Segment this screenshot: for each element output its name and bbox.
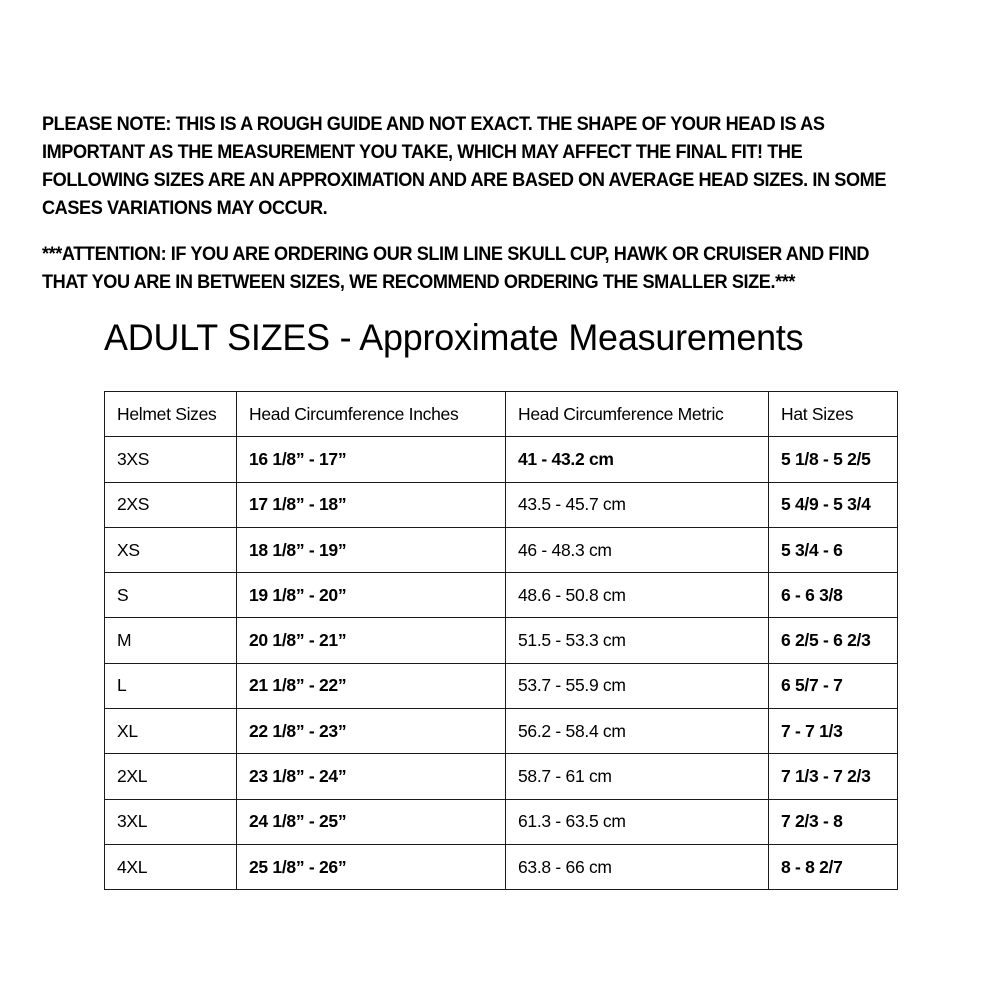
cell-head-circumference-inches: 19 1/8” - 20” [236,572,506,619]
cell-head-circumference-inches: 17 1/8” - 18” [236,481,506,528]
cell-helmet-size: L [104,662,237,710]
table-row: XL 22 1/8” - 23” 56.2 - 58.4 cm 7 - 7 1/3 [104,708,898,755]
cell-head-circumference-metric: 58.7 - 61 cm [505,753,769,800]
column-header-head-circumference-inches: Head Circumference Inches [236,390,506,438]
cell-helmet-size: XS [104,526,237,574]
cell-hat-size: 6 5/7 - 7 [768,662,898,710]
cell-hat-size: 5 3/4 - 6 [768,526,898,574]
cell-head-circumference-inches: 25 1/8” - 26” [236,843,506,891]
notice-block: PLEASE NOTE: THIS IS A ROUGH GUIDE AND N… [42,110,954,296]
table-row: S 19 1/8” - 20” 48.6 - 50.8 cm 6 - 6 3/8 [104,572,898,619]
column-header-helmet-sizes: Helmet Sizes [104,390,237,438]
cell-hat-size: 8 - 8 2/7 [768,843,898,891]
cell-head-circumference-metric: 43.5 - 45.7 cm [505,481,769,528]
cell-helmet-size: 2XL [104,753,237,800]
notice-paragraph-1: PLEASE NOTE: THIS IS A ROUGH GUIDE AND N… [42,113,891,219]
table-row: L 21 1/8” - 22” 53.7 - 55.9 cm 6 5/7 - 7 [104,662,898,710]
cell-helmet-size: 3XL [104,798,237,845]
cell-hat-size: 7 1/3 - 7 2/3 [768,753,898,800]
column-header-head-circumference-metric: Head Circumference Metric [505,390,769,438]
notice-paragraph-2: ***ATTENTION: IF YOU ARE ORDERING OUR SL… [42,243,874,293]
table-row: XS 18 1/8” - 19” 46 - 48.3 cm 5 3/4 - 6 [104,526,898,574]
cell-helmet-size: 3XS [104,436,237,483]
cell-head-circumference-metric: 56.2 - 58.4 cm [505,708,769,755]
cell-head-circumference-metric: 48.6 - 50.8 cm [505,572,769,619]
table-row: 3XS 16 1/8” - 17” 41 - 43.2 cm 5 1/8 - 5 2/… [104,436,898,483]
cell-head-circumference-metric: 61.3 - 63.5 cm [505,798,769,845]
table-row: 3XL 24 1/8” - 25” 61.3 - 63.5 cm 7 2/3 - 8 [104,798,898,845]
cell-head-circumference-inches: 24 1/8” - 25” [236,798,506,845]
table-row: M 20 1/8” - 21” 51.5 - 53.3 cm 6 2/5 - 6 2/… [104,617,898,664]
cell-head-circumference-metric: 46 - 48.3 cm [505,526,769,574]
cell-helmet-size: XL [104,708,237,755]
cell-hat-size: 5 4/9 - 5 3/4 [768,481,898,528]
cell-helmet-size: 4XL [104,843,237,891]
cell-head-circumference-inches: 23 1/8” - 24” [236,753,506,800]
cell-head-circumference-metric: 53.7 - 55.9 cm [505,662,769,710]
page-title: ADULT SIZES - Approximate Measurements [104,317,804,358]
size-chart-table-container: Helmet Sizes Head Circumference Inches H… [104,390,898,891]
table-header-row: Helmet Sizes Head Circumference Inches H… [104,390,898,438]
table-body: 3XS 16 1/8” - 17” 41 - 43.2 cm 5 1/8 - 5 2/… [104,436,898,891]
cell-head-circumference-inches: 20 1/8” - 21” [236,617,506,664]
cell-head-circumference-inches: 18 1/8” - 19” [236,526,506,574]
cell-helmet-size: M [104,617,237,664]
cell-helmet-size: S [104,572,237,619]
table-row: 4XL 25 1/8” - 26” 63.8 - 66 cm 8 - 8 2/7 [104,843,898,891]
table-row: 2XS 17 1/8” - 18” 43.5 - 45.7 cm 5 4/9 - 5 … [104,481,898,528]
cell-hat-size: 7 - 7 1/3 [768,708,898,755]
cell-head-circumference-inches: 22 1/8” - 23” [236,708,506,755]
column-header-hat-sizes: Hat Sizes [768,390,898,438]
size-chart-table: Helmet Sizes Head Circumference Inches H… [104,390,898,891]
cell-head-circumference-inches: 21 1/8” - 22” [236,662,506,710]
cell-helmet-size: 2XS [104,481,237,528]
cell-hat-size: 6 - 6 3/8 [768,572,898,619]
cell-hat-size: 6 2/5 - 6 2/3 [768,617,898,664]
cell-hat-size: 5 1/8 - 5 2/5 [768,436,898,483]
cell-head-circumference-inches: 16 1/8” - 17” [236,436,506,483]
cell-head-circumference-metric: 41 - 43.2 cm [505,436,769,483]
cell-hat-size: 7 2/3 - 8 [768,798,898,845]
table-row: 2XL 23 1/8” - 24” 58.7 - 61 cm 7 1/3 - 7 2/… [104,753,898,800]
cell-head-circumference-metric: 63.8 - 66 cm [505,843,769,891]
cell-head-circumference-metric: 51.5 - 53.3 cm [505,617,769,664]
